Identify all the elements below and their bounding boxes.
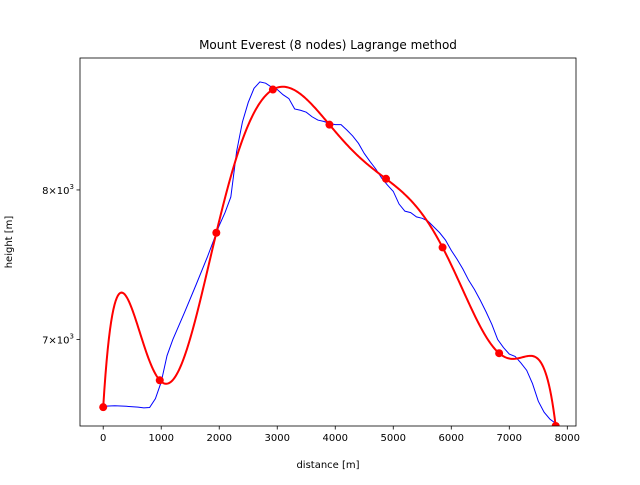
node-point [268,85,277,94]
x-tick-label: 0 [100,433,106,444]
node-point [382,174,391,183]
x-tick-label: 7000 [497,433,522,444]
node-point [495,349,504,358]
y-tick-label: 8×103 [42,183,74,197]
node-point [438,243,447,252]
series-line-measured [103,81,556,424]
x-tick-label: 2000 [207,433,232,444]
x-tick-label: 1000 [148,433,173,444]
x-tick-label: 5000 [381,433,406,444]
x-tick-label: 6000 [439,433,464,444]
node-point [551,422,560,426]
chart-title: Mount Everest (8 nodes) Lagrange method [199,38,457,52]
node-point [325,120,334,129]
x-axis-label: distance [m] [296,460,359,471]
node-point [212,228,221,237]
node-point [155,376,164,385]
x-tick-label: 4000 [323,433,348,444]
node-point [99,403,108,412]
y-axis-label: height [m] [4,216,15,269]
plot-frame [79,57,577,427]
series-line-lagrange [102,85,557,426]
x-tick-label: 3000 [265,433,290,444]
y-tick-label: 7×103 [42,333,74,347]
x-tick-label: 8000 [555,433,580,444]
